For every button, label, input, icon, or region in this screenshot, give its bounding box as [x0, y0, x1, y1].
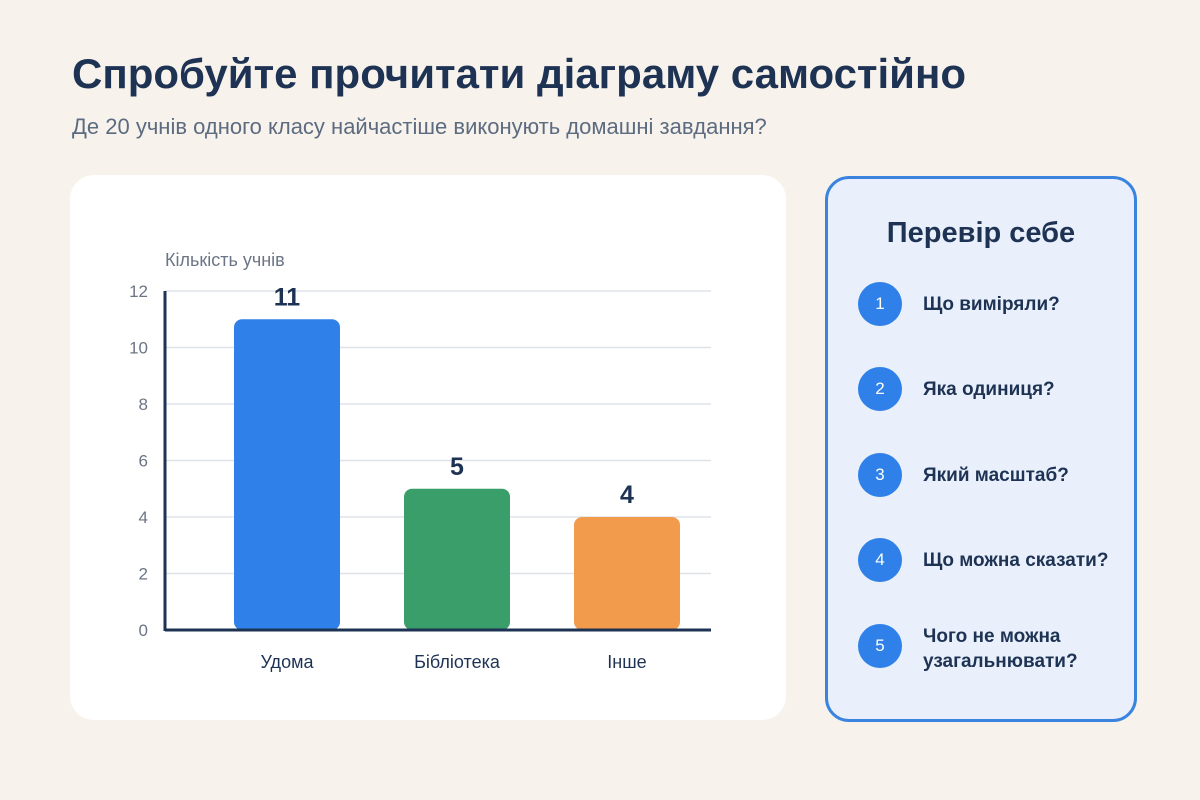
quiz-item: 4 Що можна сказати? — [858, 538, 1134, 584]
quiz-item: 3 Який масштаб? — [858, 453, 1134, 499]
x-tick-label: Інше — [607, 652, 646, 672]
page-subtitle: Де 20 учнів одного класу найчастіше вико… — [72, 114, 767, 139]
data-label: 11 — [274, 283, 301, 311]
y-tick-label: 0 — [139, 621, 148, 640]
bar — [234, 319, 340, 630]
quiz-item: 2 Яка одиниця? — [858, 367, 1134, 413]
chart-card: 0 2 4 6 8 10 12 Кількість учнів 11 Удома 5 Бібліоте… — [70, 175, 786, 720]
quiz-number-badge: 2 — [858, 367, 902, 411]
quiz-question: Який масштаб? — [923, 464, 1069, 486]
self-check-title: Перевір себе — [886, 217, 1076, 249]
y-axis-label: Кількість учнів — [165, 250, 285, 270]
bar — [404, 488, 510, 630]
quiz-number-badge: 1 — [858, 282, 902, 326]
bar-chart: 0 2 4 6 8 10 12 Кількість учнів 11 Удома 5 Бібліоте… — [129, 250, 711, 672]
quiz-question: Яка одиниця? — [923, 378, 1055, 400]
quiz-item: 1 Що виміряли? — [858, 282, 1134, 328]
quiz-question: Що можна сказати? — [923, 549, 1109, 571]
quiz-number-badge: 3 — [858, 453, 902, 497]
x-tick-label: Бібліотека — [414, 652, 501, 672]
y-tick-label: 6 — [139, 452, 148, 471]
y-tick-label: 12 — [129, 282, 148, 301]
quiz-question: Що виміряли? — [923, 293, 1060, 315]
bar — [574, 517, 680, 630]
data-label: 5 — [450, 453, 464, 481]
y-tick-label: 4 — [139, 508, 148, 527]
quiz-question: Чого не можна узагальнювати? — [923, 626, 1078, 672]
data-label: 4 — [620, 481, 634, 509]
quiz-item: 5 Чого не можна узагальнювати? — [858, 624, 1134, 672]
self-check-panel: Перевір себе 1 Що виміряли? 2 Яка одиниц… — [825, 176, 1137, 722]
y-tick-label: 2 — [139, 565, 148, 584]
page-title: Спробуйте прочитати діаграму самостійно — [72, 50, 967, 97]
quiz-number-badge: 5 — [858, 624, 902, 668]
x-tick-label: Удома — [261, 652, 315, 672]
quiz-number-badge: 4 — [858, 538, 902, 582]
y-tick-label: 10 — [129, 339, 148, 358]
y-tick-label: 8 — [139, 395, 148, 414]
